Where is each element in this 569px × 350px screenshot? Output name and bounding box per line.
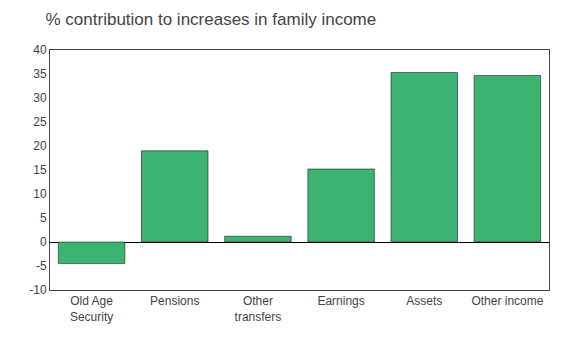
svg-text:-5: -5 [36,259,47,273]
svg-text:5: 5 [40,211,47,225]
svg-text:10: 10 [33,187,47,201]
svg-text:35: 35 [33,67,47,81]
svg-text:20: 20 [33,139,47,153]
svg-text:-10: -10 [29,283,47,297]
svg-text:40: 40 [33,43,47,57]
svg-text:Other income: Other income [471,294,543,308]
svg-text:15: 15 [33,163,47,177]
svg-text:Pensions: Pensions [150,294,199,308]
svg-text:Old AgeSecurity: Old AgeSecurity [70,294,113,324]
svg-text:0: 0 [40,235,47,249]
svg-text:Othertransfers: Othertransfers [235,294,282,324]
svg-text:Earnings: Earnings [317,294,364,308]
svg-text:% contribution to increases in: % contribution to increases in family in… [46,10,377,29]
svg-text:Assets: Assets [406,294,442,308]
svg-text:25: 25 [33,115,47,129]
svg-text:30: 30 [33,91,47,105]
